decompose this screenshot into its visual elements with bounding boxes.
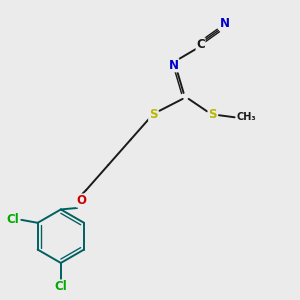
Text: N: N bbox=[169, 59, 179, 72]
Text: S: S bbox=[149, 108, 157, 121]
Text: Cl: Cl bbox=[55, 280, 67, 293]
Text: S: S bbox=[208, 108, 217, 121]
Text: Cl: Cl bbox=[6, 213, 19, 226]
Text: N: N bbox=[220, 17, 230, 30]
Text: CH₃: CH₃ bbox=[236, 112, 256, 122]
Text: C: C bbox=[196, 38, 205, 51]
Text: O: O bbox=[76, 194, 87, 207]
